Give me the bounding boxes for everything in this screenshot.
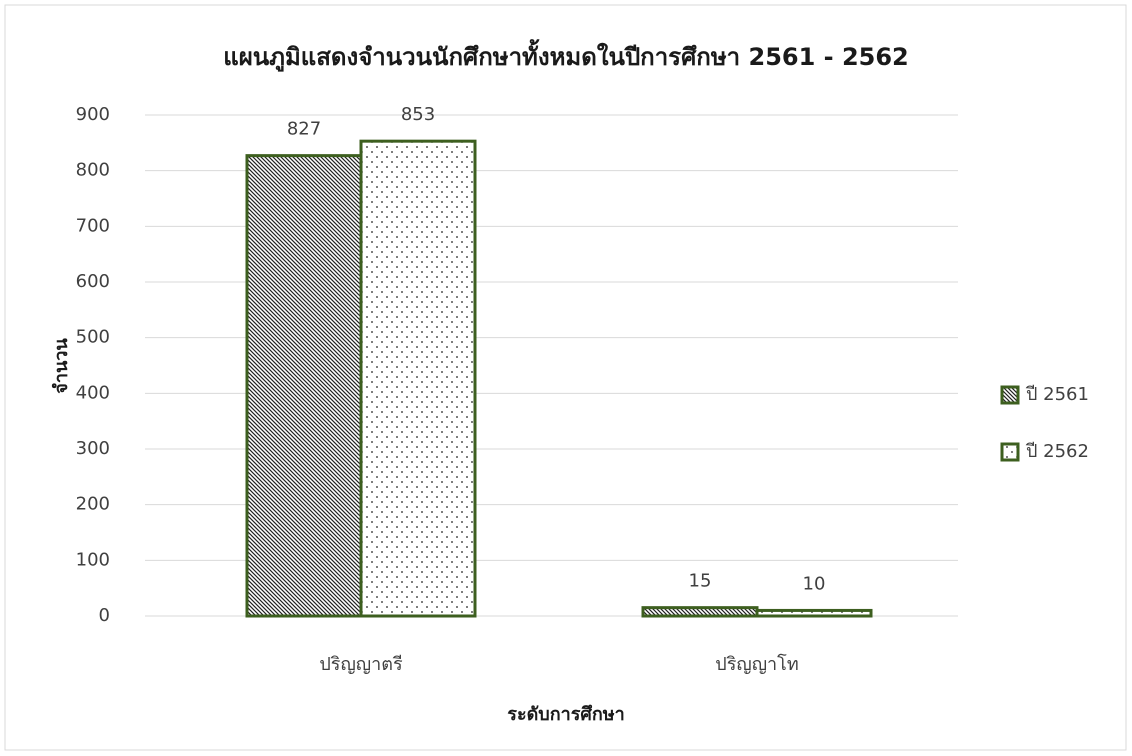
x-tick-label: ปริญญาตรี [319, 654, 403, 675]
legend-swatch [1000, 442, 1020, 462]
y-tick-label: 500 [76, 327, 110, 348]
y-tick-label: 0 [99, 605, 110, 626]
bar [641, 606, 759, 618]
y-axis-title: จำนวน [51, 338, 72, 394]
y-tick-label: 800 [76, 160, 110, 181]
y-tick-label: 600 [76, 271, 110, 292]
chart-border [4, 4, 1127, 751]
data-label: 853 [401, 104, 435, 125]
legend-label: ปี 2561 [1026, 384, 1089, 405]
legend-label: ปี 2562 [1026, 441, 1089, 462]
y-tick-label: 900 [76, 104, 110, 125]
data-label: 15 [689, 571, 712, 592]
x-axis-title: ระดับการศึกษา [507, 704, 624, 725]
legend-swatch [1000, 385, 1020, 405]
chart-title: แผนภูมิแสดงจำนวนนักศึกษาทั้งหมดในปีการศึ… [223, 38, 909, 72]
y-tick-label: 700 [76, 215, 110, 236]
data-label: 10 [803, 573, 826, 594]
x-tick-label: ปริญญาโท [715, 653, 798, 675]
data-label: 827 [287, 119, 321, 140]
y-tick-label: 100 [76, 549, 110, 570]
bar [359, 139, 477, 618]
y-tick-label: 300 [76, 438, 110, 459]
bar [755, 608, 873, 618]
y-tick-label: 200 [76, 494, 110, 515]
y-tick-label: 400 [76, 382, 110, 403]
bar [245, 154, 363, 618]
